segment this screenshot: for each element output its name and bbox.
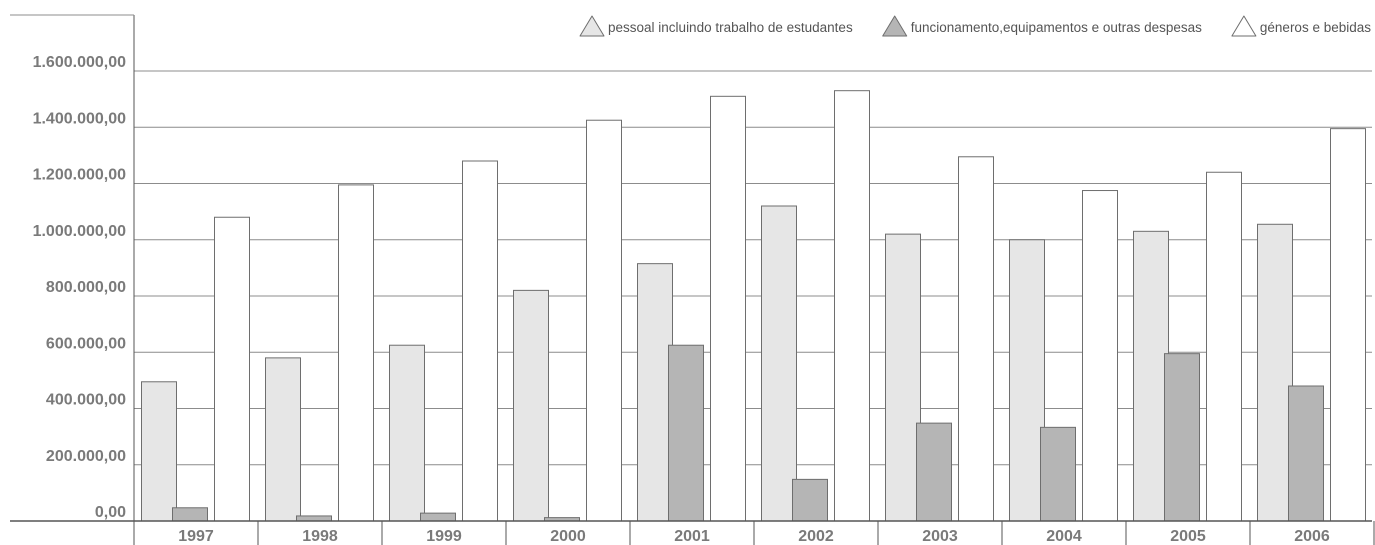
legend-item-2: funcionamento,equipamentos e outras desp… xyxy=(883,16,1202,36)
y-tick-label: 0,00 xyxy=(95,504,126,521)
y-tick-label: 600.000,00 xyxy=(46,335,126,352)
bar-2005-series-3 xyxy=(1207,172,1242,521)
legend-triangle-icon xyxy=(1232,16,1256,36)
x-tick-label: 1997 xyxy=(178,528,214,545)
legend-label: funcionamento,equipamentos e outras desp… xyxy=(911,20,1202,35)
bar-2002-series-1 xyxy=(762,206,797,521)
legend-triangle-icon xyxy=(883,16,907,36)
y-tick-label: 200.000,00 xyxy=(46,448,126,465)
x-tick-label: 2001 xyxy=(674,528,710,545)
bar-2000-series-3 xyxy=(587,120,622,521)
bar-1997-series-2 xyxy=(173,508,208,521)
bar-2003-series-3 xyxy=(959,157,994,521)
bar-2002-series-3 xyxy=(835,91,870,521)
legend-triangle-icon xyxy=(580,16,604,36)
x-tick-label: 2000 xyxy=(550,528,586,545)
bar-2000-series-1 xyxy=(514,290,549,521)
y-tick-labels: 0,00 200.000,00 400.000,00 600.000,00 800.00… xyxy=(33,54,127,521)
x-tick-label: 2004 xyxy=(1046,528,1082,545)
bar-2001-series-1 xyxy=(638,264,673,521)
bar-2006-series-2 xyxy=(1289,386,1324,521)
y-tick-label: 800.000,00 xyxy=(46,279,126,296)
legend-label: géneros e bebidas xyxy=(1260,20,1371,35)
bar-2003-series-1 xyxy=(886,234,921,521)
y-tick-label: 400.000,00 xyxy=(46,392,126,409)
bar-2001-series-3 xyxy=(711,96,746,521)
y-tick-label: 1.000.000,00 xyxy=(33,223,127,240)
legend-item-1: pessoal incluindo trabalho de estudantes xyxy=(580,16,853,36)
y-tick-label: 1.400.000,00 xyxy=(33,110,127,127)
x-tick-label: 2002 xyxy=(798,528,834,545)
bar-1998-series-1 xyxy=(266,358,301,521)
legend: pessoal incluindo trabalho de estudantes… xyxy=(580,16,1371,36)
bar-1999-series-2 xyxy=(421,513,456,521)
legend-label: pessoal incluindo trabalho de estudantes xyxy=(608,20,853,35)
bars xyxy=(142,91,1366,521)
x-tick-label: 2006 xyxy=(1294,528,1330,545)
legend-item-3: géneros e bebidas xyxy=(1232,16,1371,36)
bar-2003-series-2 xyxy=(917,423,952,521)
bar-2004-series-2 xyxy=(1041,427,1076,521)
bar-2006-series-3 xyxy=(1331,129,1366,521)
bar-2006-series-1 xyxy=(1258,224,1293,521)
bar-1998-series-2 xyxy=(297,516,332,521)
y-tick-label: 1.200.000,00 xyxy=(33,167,127,184)
x-tick-label: 1998 xyxy=(302,528,338,545)
bar-1997-series-1 xyxy=(142,382,177,521)
x-tick-label: 1999 xyxy=(426,528,462,545)
bar-1999-series-1 xyxy=(390,345,425,521)
bar-2001-series-2 xyxy=(669,345,704,521)
bar-2002-series-2 xyxy=(793,479,828,521)
bar-1998-series-3 xyxy=(339,185,374,521)
bar-2004-series-3 xyxy=(1083,191,1118,521)
bar-2005-series-2 xyxy=(1165,354,1200,521)
bar-2005-series-1 xyxy=(1134,231,1169,521)
y-tick-label: 1.600.000,00 xyxy=(33,54,127,71)
bar-1999-series-3 xyxy=(463,161,498,521)
bar-2004-series-1 xyxy=(1010,240,1045,521)
bar-1997-series-3 xyxy=(215,217,250,521)
x-tick-label: 2005 xyxy=(1170,528,1206,545)
x-tick-label: 2003 xyxy=(922,528,958,545)
